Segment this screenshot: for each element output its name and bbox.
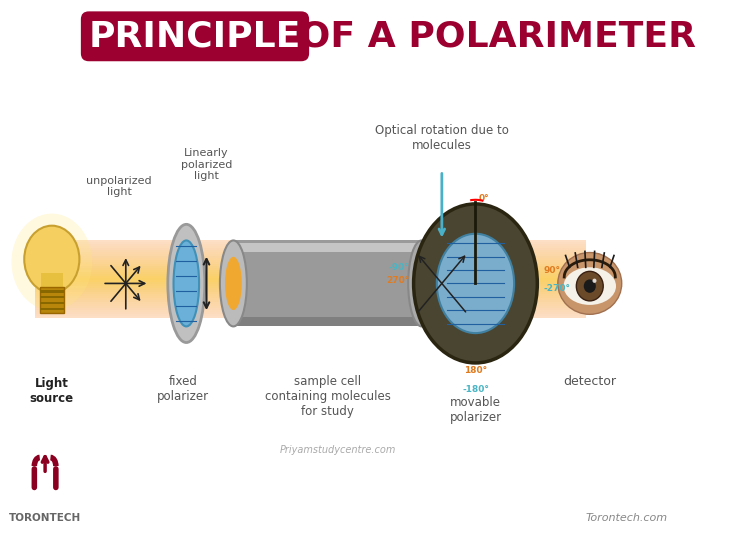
FancyBboxPatch shape <box>35 280 586 282</box>
FancyBboxPatch shape <box>35 292 586 294</box>
Text: Priyamstudycentre.com: Priyamstudycentre.com <box>280 445 396 455</box>
FancyBboxPatch shape <box>35 288 586 291</box>
FancyBboxPatch shape <box>40 290 64 293</box>
Ellipse shape <box>584 279 596 293</box>
FancyBboxPatch shape <box>35 254 586 256</box>
Text: Optical rotation due to
molecules: Optical rotation due to molecules <box>375 124 508 152</box>
Text: detector: detector <box>563 375 616 388</box>
FancyBboxPatch shape <box>35 291 586 292</box>
FancyBboxPatch shape <box>35 306 586 308</box>
Ellipse shape <box>413 204 537 363</box>
FancyBboxPatch shape <box>35 260 586 262</box>
Ellipse shape <box>413 257 430 310</box>
FancyBboxPatch shape <box>40 287 64 313</box>
FancyBboxPatch shape <box>35 271 586 272</box>
Text: 270°: 270° <box>386 276 410 285</box>
FancyBboxPatch shape <box>35 265 586 266</box>
FancyBboxPatch shape <box>233 240 422 326</box>
FancyBboxPatch shape <box>35 305 586 306</box>
Ellipse shape <box>558 253 622 314</box>
Text: -90°: -90° <box>389 263 410 272</box>
FancyBboxPatch shape <box>35 251 586 252</box>
FancyBboxPatch shape <box>35 240 586 242</box>
FancyBboxPatch shape <box>40 296 64 299</box>
Ellipse shape <box>173 240 199 326</box>
FancyBboxPatch shape <box>35 256 586 259</box>
Ellipse shape <box>11 214 92 310</box>
Text: -180°: -180° <box>462 385 489 394</box>
FancyBboxPatch shape <box>35 276 586 279</box>
FancyBboxPatch shape <box>35 312 586 314</box>
FancyBboxPatch shape <box>35 268 586 271</box>
FancyBboxPatch shape <box>35 296 586 299</box>
FancyBboxPatch shape <box>35 259 586 260</box>
FancyBboxPatch shape <box>35 262 586 265</box>
FancyBboxPatch shape <box>233 317 422 326</box>
Ellipse shape <box>408 240 435 326</box>
Text: 90°: 90° <box>544 266 560 274</box>
FancyBboxPatch shape <box>35 308 586 310</box>
FancyBboxPatch shape <box>40 302 64 305</box>
Ellipse shape <box>436 234 514 333</box>
Ellipse shape <box>225 257 242 310</box>
FancyBboxPatch shape <box>35 279 586 280</box>
Text: unpolarized
light: unpolarized light <box>86 176 152 198</box>
Text: Torontech.com: Torontech.com <box>586 513 668 523</box>
FancyBboxPatch shape <box>233 242 422 252</box>
Text: Light
source: Light source <box>30 377 74 406</box>
FancyBboxPatch shape <box>35 282 586 285</box>
FancyBboxPatch shape <box>41 273 62 289</box>
FancyBboxPatch shape <box>35 300 586 302</box>
Ellipse shape <box>220 240 247 326</box>
FancyBboxPatch shape <box>35 248 586 251</box>
FancyBboxPatch shape <box>35 252 586 254</box>
FancyBboxPatch shape <box>35 274 586 276</box>
Text: Linearly
polarized
light: Linearly polarized light <box>181 148 232 181</box>
FancyBboxPatch shape <box>35 314 586 316</box>
FancyBboxPatch shape <box>35 285 586 286</box>
Text: fixed
polarizer: fixed polarizer <box>157 375 209 403</box>
Text: PRINCIPLE: PRINCIPLE <box>88 19 302 53</box>
FancyBboxPatch shape <box>40 308 64 310</box>
FancyBboxPatch shape <box>35 246 586 248</box>
Text: sample cell
containing molecules
for study: sample cell containing molecules for stu… <box>265 375 391 418</box>
Text: 180°: 180° <box>464 367 487 375</box>
Ellipse shape <box>168 224 205 342</box>
Ellipse shape <box>24 226 80 293</box>
FancyBboxPatch shape <box>35 302 586 305</box>
FancyBboxPatch shape <box>35 316 586 319</box>
Ellipse shape <box>576 271 603 301</box>
FancyBboxPatch shape <box>35 245 586 246</box>
FancyBboxPatch shape <box>35 272 586 274</box>
Text: movable
polarizer: movable polarizer <box>449 396 502 424</box>
FancyBboxPatch shape <box>35 242 586 245</box>
FancyBboxPatch shape <box>35 266 586 268</box>
Text: 0°: 0° <box>478 194 490 204</box>
Text: TORONTECH: TORONTECH <box>9 513 81 523</box>
Ellipse shape <box>563 267 616 305</box>
Text: -270°: -270° <box>544 284 571 293</box>
Text: OF A POLARIMETER: OF A POLARIMETER <box>287 19 696 53</box>
FancyBboxPatch shape <box>35 310 586 312</box>
FancyBboxPatch shape <box>35 286 586 288</box>
Ellipse shape <box>592 279 596 283</box>
FancyBboxPatch shape <box>35 299 586 300</box>
FancyBboxPatch shape <box>35 294 586 296</box>
